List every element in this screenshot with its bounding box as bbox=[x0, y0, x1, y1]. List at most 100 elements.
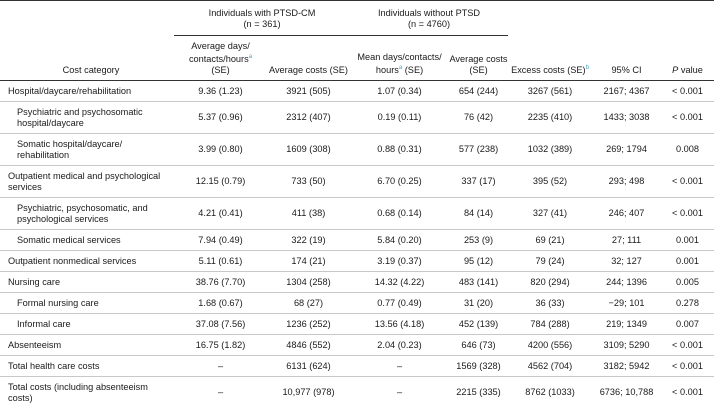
table-row: Psychiatric and psychosomatic hospital/d… bbox=[0, 102, 714, 134]
group-no-ptsd-header: Individuals without PTSD (n = 4760) bbox=[350, 0, 509, 36]
avg-costs-ptsd-cell: 68 (27) bbox=[293, 297, 324, 308]
p-value-cell: 0.007 bbox=[676, 318, 700, 329]
table-row: Hospital/daycare/rehabilitation 9.36 (1.2… bbox=[0, 81, 714, 102]
excess-costs-cell: 2235 (410) bbox=[527, 112, 573, 122]
col-header-avg-costs-no-ptsd: Average costs (SE) bbox=[449, 54, 508, 75]
row-category-cell: Somatic medical services bbox=[17, 234, 121, 245]
mean-days-no-ptsd-cell: 3.19 (0.37) bbox=[377, 255, 422, 266]
avg-costs-ptsd-cell: 733 (50) bbox=[291, 176, 326, 186]
avg-costs-no-ptsd-cell: 1569 (328) bbox=[456, 360, 501, 371]
avg-costs-no-ptsd-cell: 654 (244) bbox=[458, 85, 499, 96]
mean-days-no-ptsd-cell: 14.32 (4.22) bbox=[374, 276, 425, 287]
ci-cell: 6736; 10,788 bbox=[599, 387, 654, 397]
p-value-cell: < 0.001 bbox=[672, 208, 703, 218]
avg-days-ptsd-cell: – bbox=[217, 360, 224, 371]
table-row: Nursing care 38.76 (7.70) 1304 (258) 14.32 … bbox=[0, 272, 714, 293]
avg-costs-ptsd-cell: 322 (19) bbox=[291, 234, 326, 245]
row-category-cell: Psychiatric and psychosomatic hospital/d… bbox=[17, 106, 143, 128]
avg-costs-no-ptsd-cell: 2215 (335) bbox=[456, 387, 501, 397]
avg-costs-ptsd-cell: 3921 (505) bbox=[286, 85, 331, 96]
avg-costs-ptsd-cell: 6131 (624) bbox=[286, 360, 331, 371]
mean-days-no-ptsd-cell: 1.07 (0.34) bbox=[377, 85, 422, 96]
mean-days-no-ptsd-cell: 2.04 (0.23) bbox=[377, 339, 422, 350]
table-row: Total health care costs – 6131 (624) – 1569 … bbox=[0, 356, 714, 377]
avg-days-ptsd-cell: 12.15 (0.79) bbox=[195, 176, 246, 186]
avg-days-ptsd-cell: 7.94 (0.49) bbox=[198, 234, 243, 245]
mean-days-no-ptsd-cell: 6.70 (0.25) bbox=[377, 176, 422, 186]
avg-days-ptsd-cell: 5.37 (0.96) bbox=[198, 112, 243, 122]
col-header-avg-costs-ptsd: Average costs (SE) bbox=[269, 65, 348, 75]
table-header: Individuals with PTSD-CM (n = 361) Indiv… bbox=[0, 0, 714, 81]
ci-cell: 219; 1349 bbox=[606, 318, 647, 329]
ci-cell: 269; 1794 bbox=[606, 144, 647, 154]
ci-cell: 293; 498 bbox=[608, 176, 645, 186]
col-header-p-value: P value bbox=[672, 65, 703, 75]
avg-days-ptsd-cell: 38.76 (7.70) bbox=[195, 276, 246, 287]
avg-days-ptsd-cell: – bbox=[217, 387, 224, 397]
avg-days-ptsd-cell: 16.75 (1.82) bbox=[195, 339, 246, 350]
excess-costs-cell: 36 (33) bbox=[535, 297, 565, 308]
table-row: Total costs (including absenteeism costs… bbox=[0, 377, 714, 408]
ci-cell: 32; 127 bbox=[611, 255, 642, 266]
ci-cell: 3109; 5290 bbox=[603, 339, 650, 350]
col-header-avg-days: Average days/ contacts/hoursa (SE) bbox=[188, 40, 253, 75]
footnote-b-mark: b bbox=[585, 64, 589, 71]
row-category-cell: Absenteeism bbox=[8, 339, 62, 350]
row-category-cell: Outpatient medical and psychological ser… bbox=[8, 170, 161, 192]
group-ptsd-cm-title: Individuals with PTSD-CM bbox=[208, 8, 316, 18]
table-row: Absenteeism 16.75 (1.82) 4846 (552) 2.04 (0… bbox=[0, 335, 714, 356]
mean-days-no-ptsd-cell: 0.19 (0.11) bbox=[377, 112, 422, 122]
avg-costs-ptsd-cell: 174 (21) bbox=[291, 255, 326, 266]
p-value-cell: < 0.001 bbox=[672, 387, 703, 397]
mean-days-no-ptsd-cell: 0.68 (0.14) bbox=[377, 208, 422, 218]
ci-cell: 27; 111 bbox=[611, 234, 642, 245]
p-value-cell: 0.008 bbox=[676, 144, 700, 154]
table-row: Somatic medical services 7.94 (0.49) 322 (… bbox=[0, 230, 714, 251]
row-category-cell: Outpatient nonmedical services bbox=[8, 255, 137, 266]
avg-costs-ptsd-cell: 4846 (552) bbox=[286, 339, 331, 350]
row-category-cell: Informal care bbox=[17, 318, 71, 329]
row-category-cell: Total health care costs bbox=[8, 360, 100, 371]
excess-costs-cell: 69 (21) bbox=[535, 234, 565, 245]
col-header-excess-costs: Excess costs (SE)b bbox=[511, 64, 589, 75]
excess-costs-cell: 820 (294) bbox=[530, 276, 570, 287]
avg-days-ptsd-cell: 4.21 (0.41) bbox=[198, 208, 243, 218]
table-row: Formal nursing care 1.68 (0.67) 68 (27) 0.7… bbox=[0, 293, 714, 314]
avg-days-ptsd-cell: 1.68 (0.67) bbox=[198, 297, 243, 308]
mean-days-no-ptsd-cell: 0.77 (0.49) bbox=[377, 297, 422, 308]
table-row: Informal care 37.08 (7.56) 1236 (252) 13.56… bbox=[0, 314, 714, 335]
excess-costs-cell: 79 (24) bbox=[535, 255, 565, 266]
avg-costs-ptsd-cell: 10,977 (978) bbox=[282, 387, 335, 397]
p-value-cell: < 0.001 bbox=[672, 360, 703, 371]
row-category-cell: Nursing care bbox=[8, 276, 61, 287]
avg-costs-no-ptsd-cell: 95 (12) bbox=[463, 255, 494, 266]
ci-cell: 3182; 5942 bbox=[603, 360, 650, 371]
footnote-a-mark: a bbox=[248, 53, 253, 60]
group-no-ptsd-n: (n = 4760) bbox=[407, 19, 451, 29]
mean-days-no-ptsd-cell: – bbox=[396, 360, 403, 371]
avg-costs-no-ptsd-cell: 253 (9) bbox=[463, 234, 494, 245]
table-row: Outpatient nonmedical services 5.11 (0.61… bbox=[0, 251, 714, 272]
group-no-ptsd-title: Individuals without PTSD bbox=[377, 8, 481, 18]
table-row: Somatic hospital/daycare/ rehabilitation… bbox=[0, 134, 714, 166]
group-ptsd-cm-n: (n = 361) bbox=[243, 19, 281, 29]
excess-costs-cell: 1032 (389) bbox=[527, 144, 573, 154]
p-value-cell: 0.001 bbox=[676, 255, 700, 266]
row-category-cell: Total costs (including absenteeism costs… bbox=[8, 381, 148, 403]
mean-days-no-ptsd-cell: 13.56 (4.18) bbox=[374, 318, 425, 329]
avg-costs-ptsd-cell: 2312 (407) bbox=[286, 112, 331, 122]
avg-costs-no-ptsd-cell: 452 (139) bbox=[458, 318, 499, 329]
p-value-cell: < 0.001 bbox=[672, 176, 703, 186]
avg-costs-ptsd-cell: 1609 (308) bbox=[286, 144, 331, 154]
avg-costs-no-ptsd-cell: 76 (42) bbox=[463, 112, 494, 122]
ci-cell: −29; 101 bbox=[608, 297, 645, 308]
avg-costs-ptsd-cell: 1236 (252) bbox=[286, 318, 331, 329]
table-row: Psychiatric, psychosomatic, and psycholo… bbox=[0, 198, 714, 230]
ci-cell: 2167; 4367 bbox=[603, 85, 650, 96]
avg-days-ptsd-cell: 9.36 (1.23) bbox=[198, 85, 243, 96]
avg-costs-no-ptsd-cell: 337 (17) bbox=[461, 176, 496, 186]
avg-costs-no-ptsd-cell: 483 (141) bbox=[458, 276, 499, 287]
p-value-cell: 0.278 bbox=[676, 297, 700, 308]
excess-costs-cell: 4200 (556) bbox=[527, 339, 573, 350]
